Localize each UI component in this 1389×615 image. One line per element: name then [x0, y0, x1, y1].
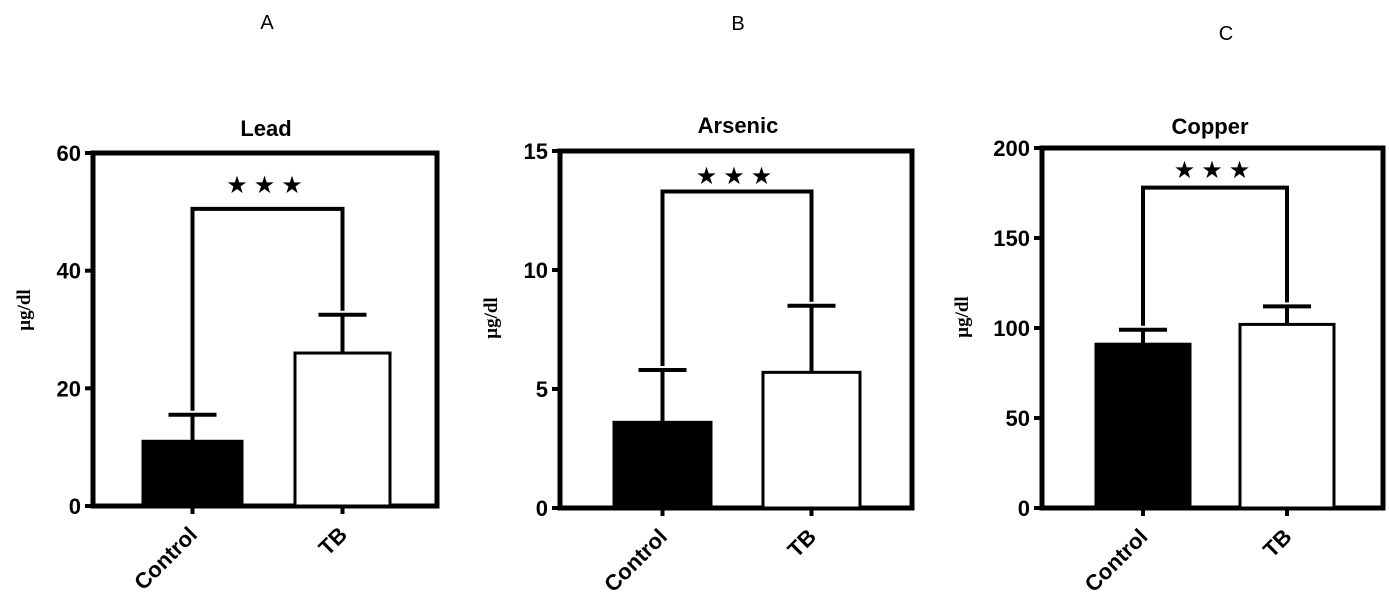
bar-tb [761, 370, 862, 510]
y-axis-title: μg/dl [14, 289, 35, 330]
bar-control [612, 420, 713, 510]
y-tick-label: 150 [993, 226, 1030, 251]
x-tick-label: Control [1080, 524, 1153, 597]
x-tick-label: TB [783, 524, 821, 562]
significance-stars: ★★★ [696, 162, 779, 190]
chart-title: Copper [1172, 114, 1249, 139]
significance-bracket [1141, 185, 1289, 326]
plot-frame [90, 150, 440, 509]
bar-control [1094, 342, 1192, 510]
bar-tb [1238, 322, 1336, 510]
x-tick-label: Control [129, 522, 202, 595]
panel-letter: B [731, 13, 744, 35]
significance-stars: ★★★ [1174, 156, 1257, 184]
plot-frame [557, 148, 915, 511]
bar-control [141, 439, 244, 508]
y-tick-label: 100 [993, 316, 1030, 341]
panel-letter: C [1219, 23, 1233, 45]
significance-stars: ★★★ [226, 171, 309, 199]
bar-tb [293, 351, 392, 508]
significance-bracket [190, 206, 345, 411]
panel-letter: A [260, 12, 274, 34]
y-axis-title: μg/dl [481, 297, 502, 338]
chart-title: Arsenic [698, 113, 779, 138]
x-tick-label: TB [1258, 524, 1296, 562]
y-tick-label: 200 [993, 136, 1030, 161]
y-tick-label: 0 [1018, 496, 1030, 521]
y-axis-title: μg/dl [952, 296, 973, 337]
chart-panel-b: B Arsenic 0 5 10 15 μg/dl Control TB ★★★ [481, 13, 915, 597]
y-tick-label: 15 [524, 139, 548, 164]
y-tick-label: 10 [524, 258, 548, 283]
chart-panel-c: C Copper 0 50 100 150 200 μg/dl Control TB ★★★ [952, 23, 1386, 597]
x-tick-label: Control [599, 524, 672, 597]
significance-bracket [660, 189, 814, 366]
y-tick-label: 0 [69, 494, 81, 519]
y-tick-label: 20 [57, 376, 81, 401]
chart-panel-a: A Lead 0 20 40 60 μg/dl Control TB ★★★ [14, 12, 440, 595]
y-tick-label: 60 [57, 141, 81, 166]
y-tick-label: 40 [57, 259, 81, 284]
x-tick-label: TB [314, 522, 352, 560]
y-tick-label: 5 [536, 377, 548, 402]
chart-title: Lead [240, 116, 291, 141]
y-tick-label: 0 [536, 496, 548, 521]
y-tick-label: 50 [1006, 406, 1030, 431]
